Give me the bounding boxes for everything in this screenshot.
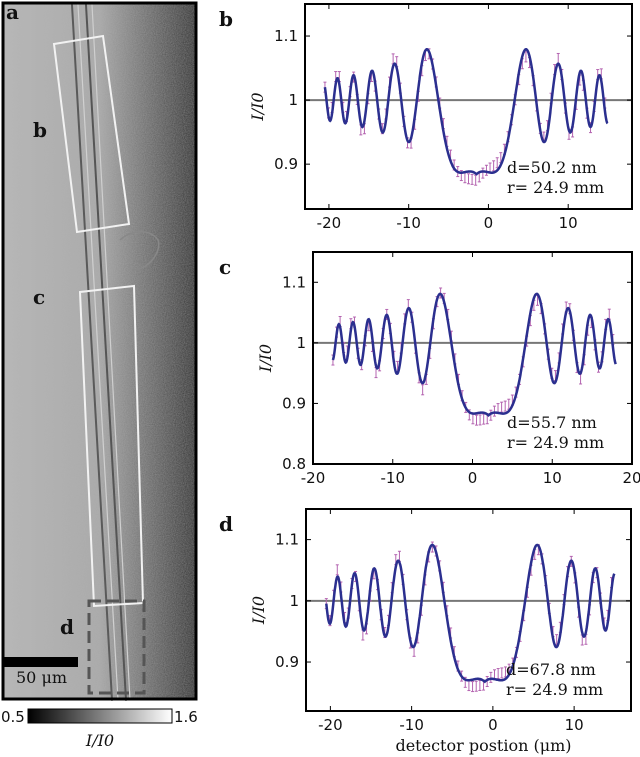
y-tick-label: 1: [288, 91, 298, 109]
region-box-d: [87, 599, 146, 695]
data-point: [474, 680, 478, 692]
scalebar-label: 50 μm: [16, 668, 67, 687]
data-point: [474, 414, 478, 426]
colorbar-label: I/I0: [85, 731, 114, 750]
data-point: [492, 160, 496, 172]
data-point: [467, 680, 471, 692]
colorbar: 0.5 1.6 I/I0: [1, 708, 198, 750]
x-tick-label: -20: [301, 469, 326, 487]
panel-letter-a: a: [6, 0, 19, 24]
x-tick-label: -20: [318, 716, 343, 734]
panel-letter-c: c: [219, 255, 231, 279]
y-axis-label: I/I0: [248, 92, 267, 121]
y-tick-label: 1.1: [275, 531, 299, 549]
x-tick-label: -20: [317, 214, 342, 232]
y-axis-label: I/I0: [249, 596, 268, 625]
data-point: [556, 52, 560, 64]
fit-curve: [325, 543, 616, 684]
data-point: [481, 167, 485, 179]
x-tick-label: 20: [622, 469, 640, 487]
y-axis-label: I/I0: [256, 344, 275, 373]
fiber: [71, 4, 131, 701]
x-tick-label: 10: [559, 214, 578, 232]
annotation: r= 24.9 mm: [507, 433, 604, 452]
data-point: [391, 53, 395, 65]
colorbar-min-label: 0.5: [1, 708, 25, 726]
data-point: [579, 373, 583, 385]
data-point: [463, 172, 467, 184]
fit-curve: [331, 292, 617, 417]
data-point: [607, 308, 611, 320]
region-box-b: [52, 34, 131, 234]
data-point: [496, 668, 500, 680]
x-tick-label: 0: [484, 214, 494, 232]
axes-frame: [305, 508, 632, 712]
colorbar-max-label: 1.6: [174, 708, 198, 726]
data-point: [500, 667, 504, 679]
data-point: [335, 564, 339, 576]
chart-panel-c: c -20 -10 0 10 20 0.8 0.9 1 1.1 I/I0 d=55.7 nmr= 24…: [219, 251, 640, 487]
data-point: [471, 681, 475, 693]
data-point: [478, 679, 482, 691]
image-frame: [1, 1, 198, 701]
annotation: d=50.2 nm: [507, 158, 597, 177]
region-label-b: b: [33, 118, 47, 142]
data-point: [430, 541, 434, 553]
annotation: r= 24.9 mm: [507, 178, 604, 197]
x-tick-label: 10: [565, 716, 584, 734]
y-tick-label: 0.9: [274, 155, 298, 173]
y-tick-label: 1: [296, 334, 306, 352]
y-tick-label: 1.1: [274, 27, 298, 45]
data-point: [500, 401, 504, 413]
region-label-c: c: [33, 285, 45, 309]
image-panel: a b c d 50 μm: [1, 0, 198, 701]
colorbar-gradient: [27, 708, 173, 724]
x-tick-label: -10: [399, 716, 424, 734]
x-tick-label: -10: [396, 214, 421, 232]
data-point: [485, 676, 489, 688]
scalebar: [4, 657, 78, 667]
chart-panel-b: b -20 -10 0 10 0.9 1 1.1 I/I0 d=50.2 nmr= 24.9 mm: [219, 3, 633, 232]
data-point: [478, 414, 482, 426]
data-point: [489, 409, 493, 421]
y-tick-label: 1.1: [282, 273, 306, 291]
data-point: [524, 51, 528, 63]
data-point: [484, 164, 488, 176]
y-tick-label: 0.9: [282, 394, 306, 412]
annotation: r= 24.9 mm: [506, 680, 603, 699]
data-point: [495, 157, 499, 169]
data-point: [471, 413, 475, 425]
data-point: [482, 413, 486, 425]
x-tick-label: 0: [468, 469, 478, 487]
x-tick-label: 10: [543, 469, 562, 487]
y-tick-label: 0.8: [282, 455, 306, 473]
data-point: [421, 384, 425, 396]
x-tick-label: 0: [488, 716, 498, 734]
data-point: [474, 174, 478, 186]
y-tick-label: 1: [289, 592, 299, 610]
fit-curve: [323, 48, 609, 176]
data-point: [492, 405, 496, 417]
x-tick-label: -10: [381, 469, 406, 487]
data-point: [503, 400, 507, 412]
region-label-d: d: [60, 615, 74, 639]
axes-frame: [304, 3, 633, 210]
data-point: [489, 671, 493, 683]
y-tick-label: 0.9: [275, 653, 299, 671]
panel-letter-b: b: [219, 7, 233, 31]
x-axis-label: detector postion (μm): [395, 736, 571, 755]
debris: [119, 231, 160, 271]
panel-letter-d: d: [219, 512, 233, 536]
data-point: [470, 173, 474, 185]
annotation: d=55.7 nm: [507, 413, 597, 432]
chart-panel-d: d -20 -10 0 10 0.9 1 1.1 I/I0 d=67.8 nmr= 24.9 mm…: [219, 508, 632, 755]
micrograph-grain: [3, 3, 196, 699]
annotation: d=67.8 nm: [506, 660, 596, 679]
data-point: [467, 173, 470, 185]
